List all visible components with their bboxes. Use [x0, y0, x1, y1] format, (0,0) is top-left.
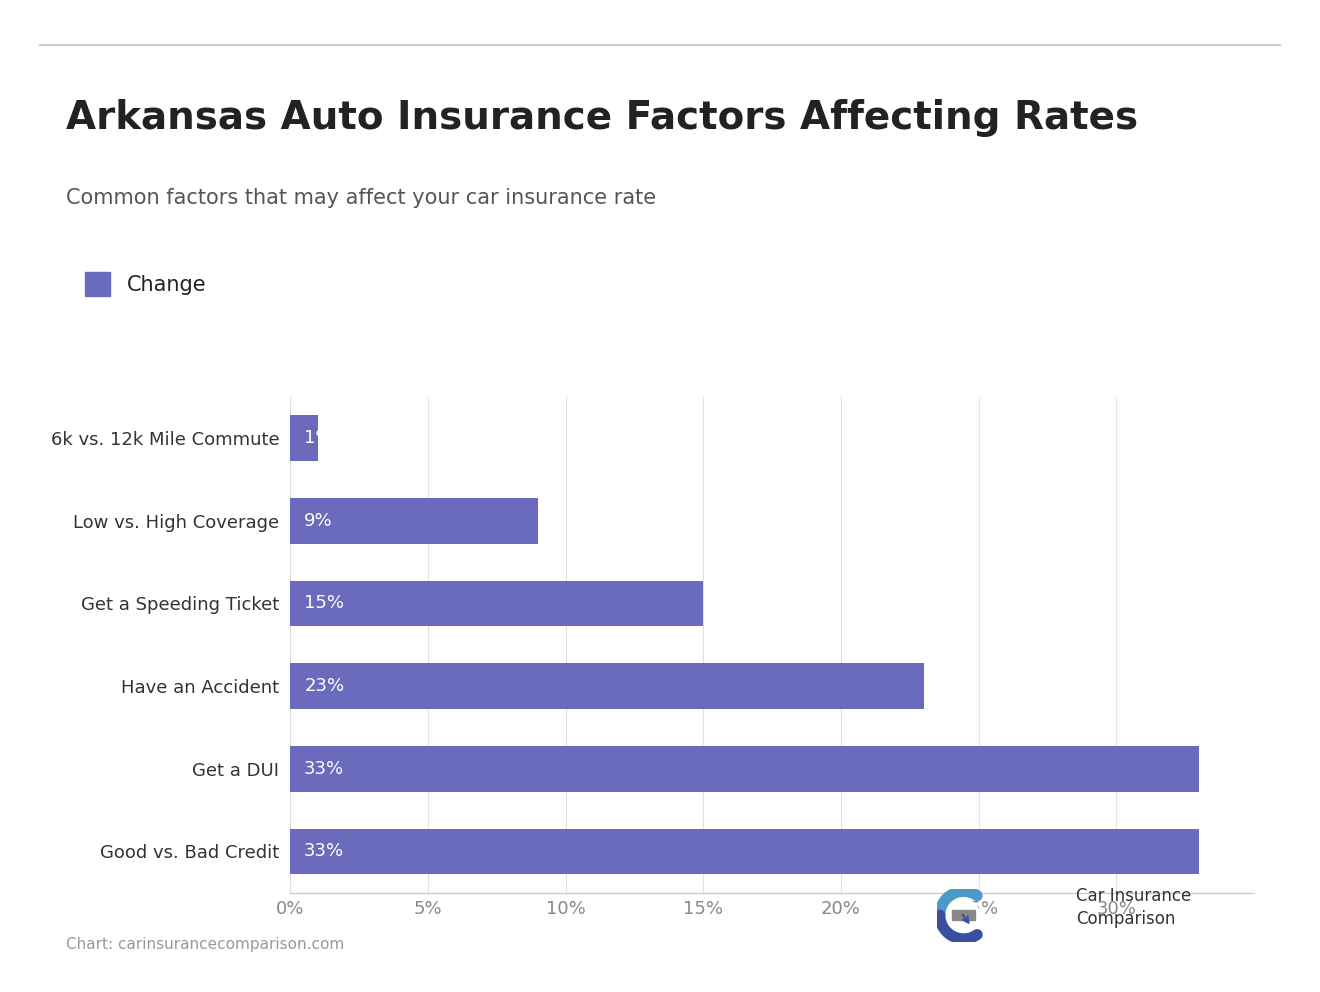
Text: 33%: 33% — [304, 842, 345, 860]
Bar — [290, 828, 1199, 874]
Polygon shape — [948, 900, 979, 930]
Text: 15%: 15% — [304, 594, 345, 612]
Bar — [290, 580, 704, 626]
Text: 23%: 23% — [304, 678, 345, 695]
Text: 33%: 33% — [304, 760, 345, 778]
Text: Car Insurance
Comparison: Car Insurance Comparison — [1076, 887, 1191, 929]
Bar — [290, 498, 539, 544]
Bar — [290, 746, 1199, 792]
Text: 9%: 9% — [304, 512, 333, 530]
Text: Common factors that may affect your car insurance rate: Common factors that may affect your car … — [66, 188, 656, 208]
Text: Chart: carinsurancecomparison.com: Chart: carinsurancecomparison.com — [66, 937, 345, 952]
Bar — [952, 910, 975, 921]
Bar — [290, 416, 318, 461]
Text: 1%: 1% — [304, 430, 333, 447]
Bar — [290, 664, 924, 709]
Legend: Change: Change — [77, 264, 214, 305]
Text: Arkansas Auto Insurance Factors Affecting Rates: Arkansas Auto Insurance Factors Affectin… — [66, 99, 1138, 137]
